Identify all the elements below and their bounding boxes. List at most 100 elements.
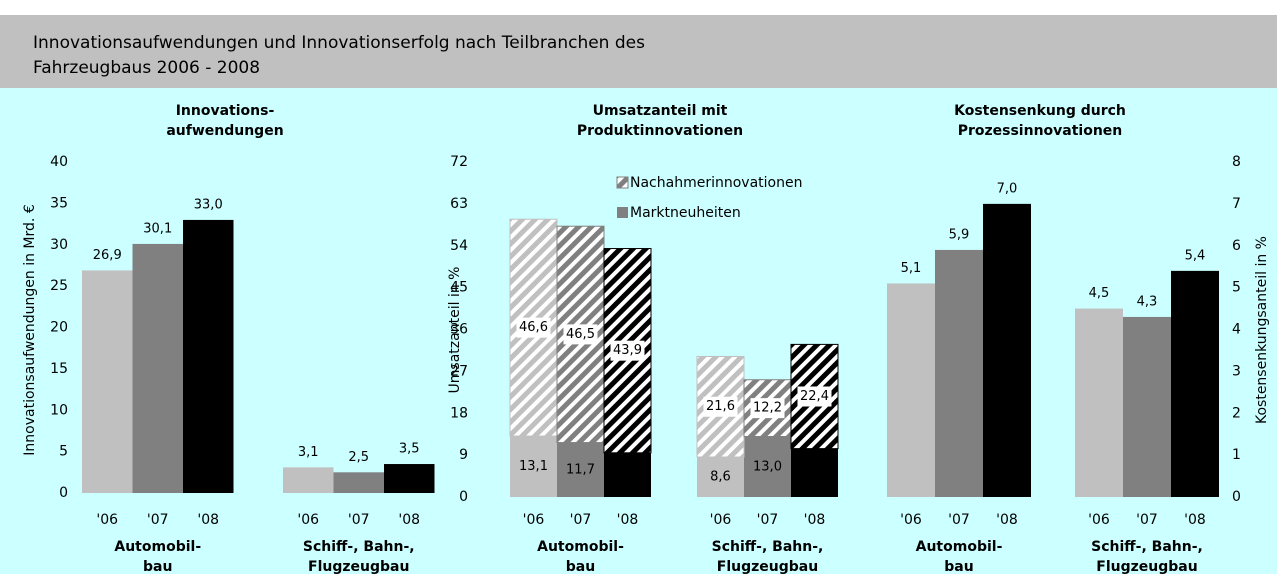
value-label: 2,5 [348,450,369,465]
group-label: Automobil- [537,539,624,555]
value-label: 7,0 [997,181,1018,196]
y-tick-label: 1 [1232,447,1241,463]
label-box [797,386,832,407]
group-label: Schiff-, Bahn-, [1091,539,1203,555]
label-box [516,317,551,338]
value-label: 3,5 [399,442,420,457]
bar-segment [697,456,744,497]
y-axis-label: Innovationsaufwendungen in Mrd. € [22,204,38,455]
x-tick-label: '08 [1184,512,1206,528]
y-tick-label: 7 [1232,196,1241,212]
y-tick-label: 40 [50,154,68,170]
group-label: Schiff-, Bahn-, [303,539,415,555]
legend-swatch [616,176,629,189]
legend-label: Nachahmerinnovationen [630,175,802,191]
x-tick-label: '07 [757,512,779,528]
header-line: Innovationsaufwendungen und Innovationse… [33,33,645,53]
value-label: 13,0 [753,459,782,474]
value-label: 5,4 [1185,248,1206,263]
y-tick-label: 0 [59,485,68,501]
value-label: 11,7 [566,462,595,477]
value-label: 12,2 [753,401,782,416]
x-tick-label: '07 [348,512,370,528]
chart-title: Kostensenkung durch [954,103,1126,119]
value-label: 46,6 [519,320,548,335]
y-tick-label: 4 [1232,322,1241,338]
group-label: bau [944,559,973,574]
label-box [703,396,738,417]
value-label: 9,5 [617,467,638,482]
y-tick-label: 36 [450,322,468,338]
bar-segment [744,436,791,497]
value-label: 46,5 [566,327,595,342]
group-label: bau [566,559,595,574]
bar [183,219,234,494]
value-label: 33,0 [194,197,223,212]
bar [1123,316,1171,497]
x-tick-label: '07 [948,512,970,528]
chart-title: Prozessinnovationen [958,123,1123,139]
value-label: 10,4 [800,465,829,480]
header-band [0,15,1277,88]
x-tick-label: '08 [804,512,826,528]
y-tick-label: 20 [50,320,68,336]
y-tick-label: 18 [450,405,468,421]
value-label: 5,9 [949,227,970,242]
y-tick-label: 63 [450,196,468,212]
y-tick-label: 8 [1232,154,1241,170]
x-tick-label: '08 [197,512,219,528]
bar [283,467,334,493]
y-tick-label: 6 [1232,238,1241,254]
y-tick-label: 45 [450,280,468,296]
label-box [610,340,645,361]
group-label: Automobil- [916,539,1003,555]
y-tick-label: 27 [450,363,468,379]
x-tick-label: '06 [1088,512,1110,528]
value-label: 4,5 [1089,286,1110,301]
x-tick-label: '06 [96,512,118,528]
y-tick-label: 9 [459,447,468,463]
label-box [750,398,785,419]
bar [1075,308,1123,497]
chart-title: aufwendungen [166,123,283,139]
legend-label: Marktneuheiten [630,205,741,221]
group-label: Schiff-, Bahn-, [712,539,824,555]
value-label: 4,3 [1137,294,1158,309]
bar [983,203,1031,497]
x-tick-label: '06 [900,512,922,528]
x-tick-label: '08 [398,512,420,528]
value-label: 21,6 [706,399,735,414]
y-tick-label: 15 [50,361,68,377]
y-tick-label: 5 [59,444,68,460]
x-tick-label: '08 [617,512,639,528]
group-label: bau [143,559,172,574]
y-tick-label: 0 [1232,489,1241,505]
bar [384,464,435,493]
y-tick-label: 35 [50,195,68,211]
y-tick-label: 10 [50,402,68,418]
y-tick-label: 72 [450,154,468,170]
x-tick-label: '08 [996,512,1018,528]
x-tick-label: '07 [1136,512,1158,528]
value-label: 8,6 [710,469,731,484]
group-label: Flugzeugbau [308,559,409,574]
x-tick-label: '07 [570,512,592,528]
value-label: 22,4 [800,389,829,404]
chart-title: Produktinnovationen [577,123,743,139]
chart-title: Innovations- [176,103,275,119]
legend-swatch [617,207,628,218]
bar-segment [604,452,651,497]
label-box [563,324,598,345]
bar [82,270,133,493]
value-label: 13,1 [519,459,548,474]
value-label: 3,1 [298,445,319,460]
value-label: 43,9 [613,343,642,358]
y-tick-label: 2 [1232,405,1241,421]
bar [132,243,183,493]
value-label: 30,1 [143,221,172,236]
bar [887,283,935,497]
bar-segment [510,436,557,497]
bar-segment [557,442,604,497]
bar-segment [791,448,838,497]
